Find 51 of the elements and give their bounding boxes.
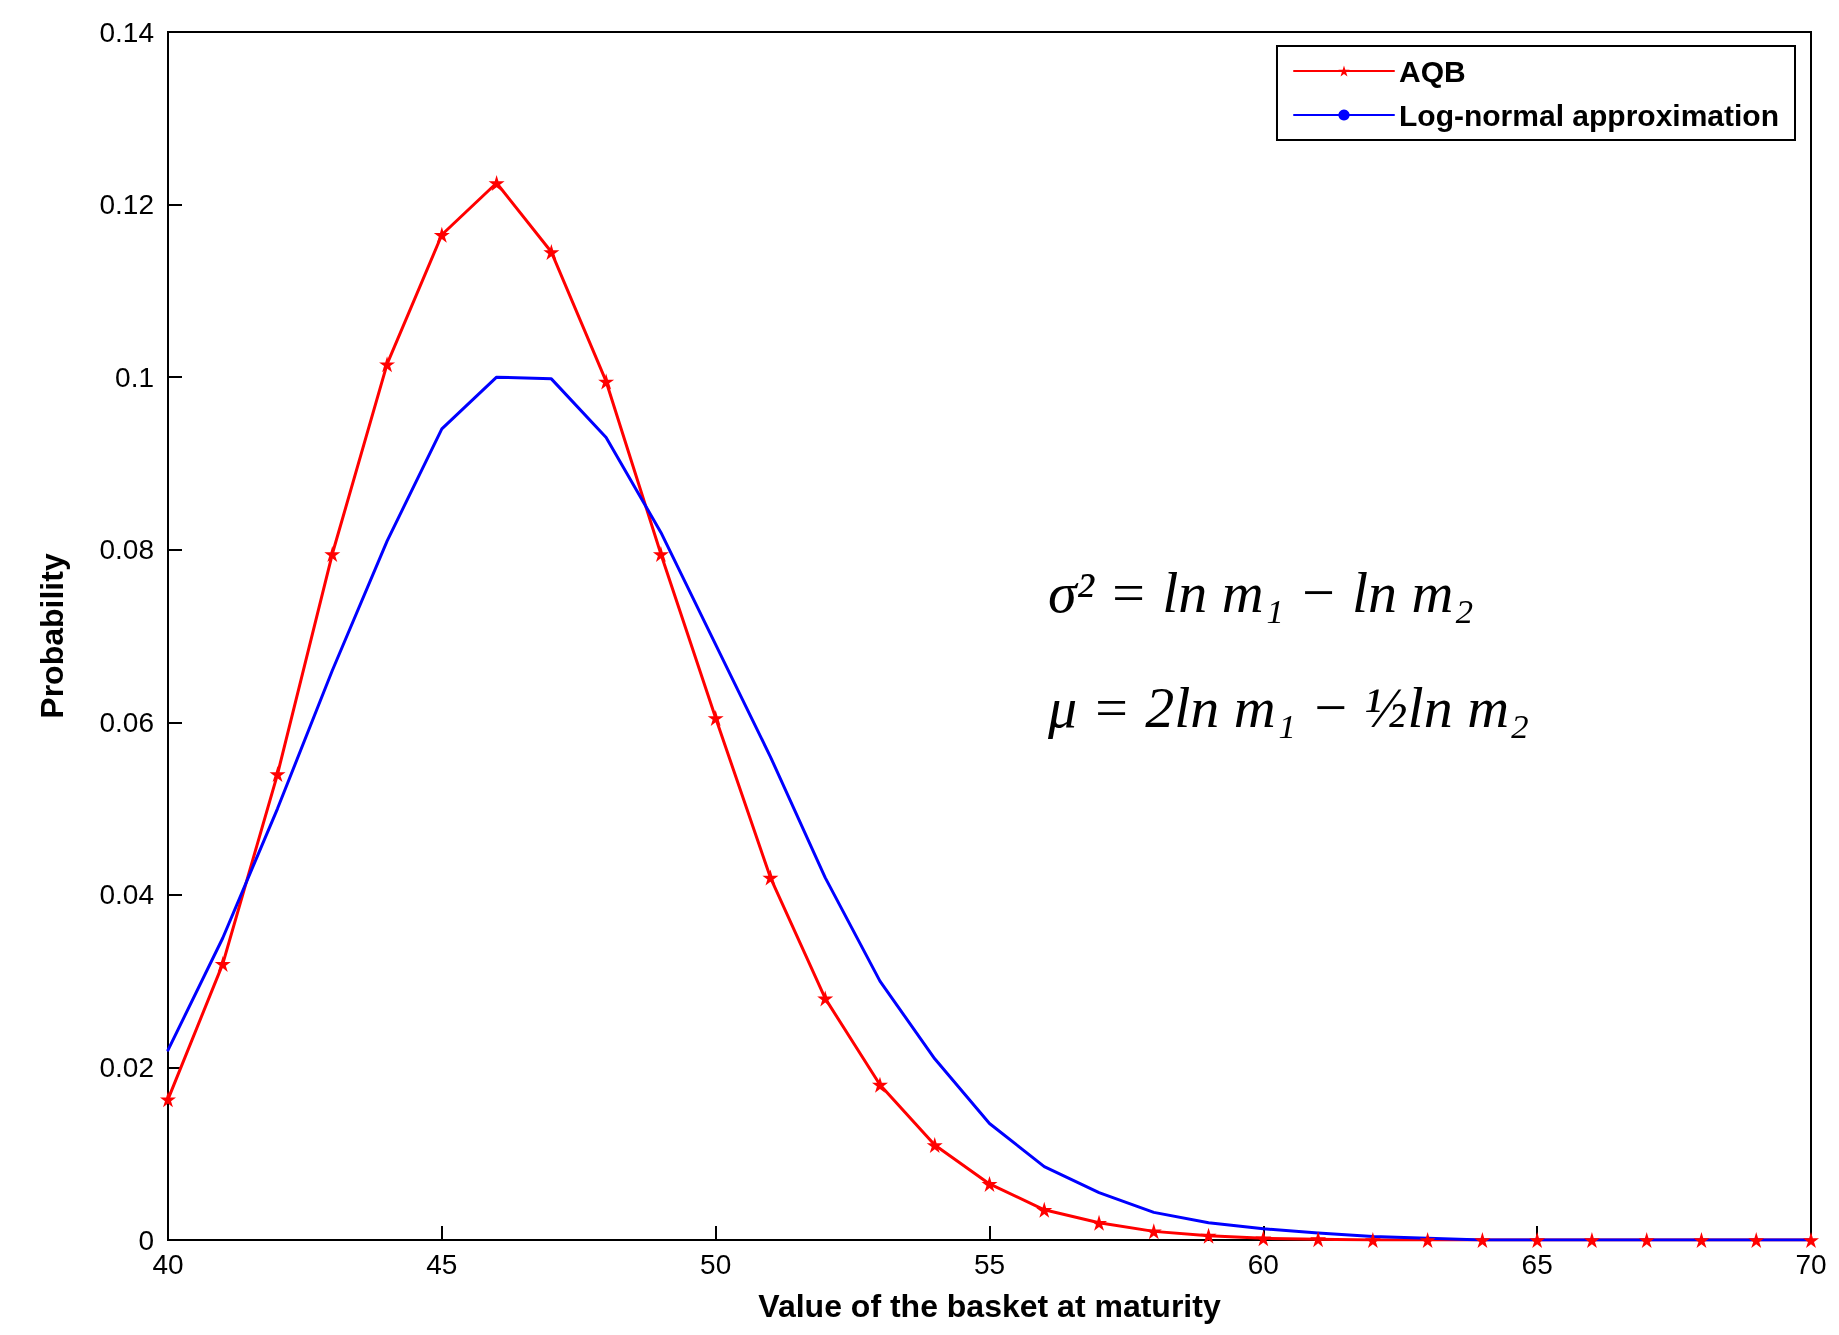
point [1310, 1231, 1327, 1248]
x-tick-label: 40 [152, 1248, 184, 1280]
point [1638, 1232, 1655, 1248]
point [324, 546, 341, 563]
x-tick-label: 60 [1247, 1248, 1279, 1280]
y-tick-label: 0.06 [99, 706, 154, 738]
annotation: μ = 2ln m₁ − ½ln m₂ [1047, 674, 1530, 740]
point [652, 546, 669, 563]
legend-label: AQB [1398, 54, 1466, 88]
point [1529, 1232, 1546, 1248]
point [1091, 1214, 1108, 1231]
point [598, 373, 615, 390]
x-tick-label: 65 [1521, 1248, 1553, 1280]
point [1803, 1232, 1819, 1248]
point [1748, 1232, 1765, 1248]
x-axis-title: Value of the basket at maturity [758, 1288, 1221, 1324]
point [488, 175, 505, 191]
point [871, 1076, 888, 1093]
point [379, 356, 396, 373]
point [707, 709, 724, 726]
point [433, 226, 450, 243]
legend-label: Log-normal approximation [1398, 98, 1780, 132]
point [1419, 1232, 1436, 1248]
point [1474, 1232, 1491, 1248]
point [1200, 1227, 1217, 1244]
x-tick-label: 70 [1795, 1248, 1827, 1280]
point [926, 1137, 943, 1154]
y-tick-label: 0.1 [115, 361, 154, 393]
x-tick-label: 50 [700, 1248, 732, 1280]
point [1693, 1232, 1710, 1248]
y-tick-label: 0.04 [99, 879, 154, 911]
y-tick-label: 0.12 [99, 189, 154, 221]
point [1364, 1232, 1381, 1248]
y-tick-label: 0 [138, 1224, 154, 1256]
x-tick-label: 45 [426, 1248, 458, 1280]
point [214, 955, 231, 972]
point [543, 244, 560, 261]
point [1036, 1201, 1053, 1218]
y-tick-label: 0.14 [99, 16, 154, 48]
point [981, 1175, 998, 1192]
annotation: σ² = ln m₁ − ln m₂ [1048, 559, 1474, 625]
point [269, 766, 286, 783]
x-tick-label: 55 [973, 1248, 1006, 1280]
point [1583, 1232, 1600, 1248]
point [762, 869, 779, 886]
point [160, 1091, 176, 1108]
point [817, 990, 834, 1007]
y-axis-title: Probability [34, 553, 70, 719]
y-tick-label: 0.02 [99, 1051, 154, 1083]
point [1255, 1230, 1272, 1247]
y-tick-label: 0.08 [99, 534, 154, 566]
